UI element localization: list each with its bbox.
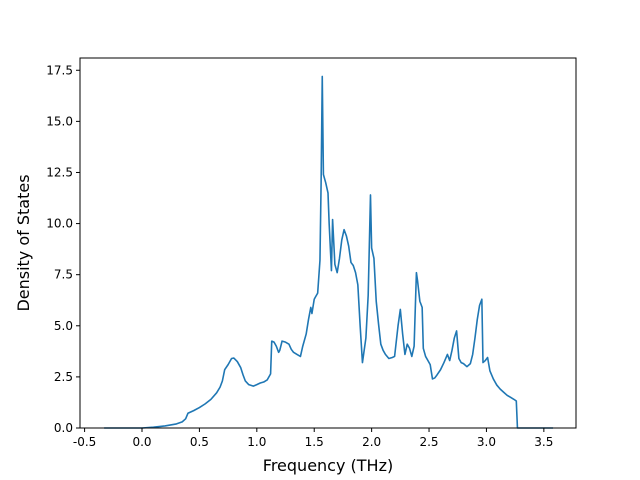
plot-area	[80, 58, 576, 428]
y-axis-ticks: 0.0 2.5 5.0 7.5 10.0 12.5 15.0 17.5	[46, 63, 80, 435]
x-tick-label: -0.5	[73, 435, 96, 449]
y-tick-label: 2.5	[54, 370, 73, 384]
series-layer	[104, 75, 554, 429]
y-tick-label: 7.5	[54, 268, 73, 282]
y-tick-label: 0.0	[54, 421, 73, 435]
plot-frame	[79, 57, 577, 429]
x-tick-label: 3.0	[477, 435, 496, 449]
y-tick-label: 5.0	[54, 319, 73, 333]
y-tick-label: 12.5	[46, 165, 73, 179]
x-tick-label: 0.0	[132, 435, 151, 449]
y-tick-label: 17.5	[46, 63, 73, 77]
x-tick-label: 2.5	[419, 435, 438, 449]
x-tick-label: 3.5	[534, 435, 553, 449]
dos-series-line-0	[104, 75, 554, 429]
y-tick-label: 10.0	[46, 217, 73, 231]
x-tick-label: 0.5	[190, 435, 209, 449]
x-axis-label: Frequency (THz)	[263, 456, 393, 475]
x-tick-label: 1.0	[247, 435, 266, 449]
x-tick-label: 1.5	[305, 435, 324, 449]
x-axis-ticks: -0.5 0.0 0.5 1.0 1.5 2.0 2.5 3.0 3.5	[73, 428, 553, 449]
y-axis-label: Density of States	[14, 174, 33, 311]
y-tick-label: 15.0	[46, 114, 73, 128]
x-tick-label: 2.0	[362, 435, 381, 449]
